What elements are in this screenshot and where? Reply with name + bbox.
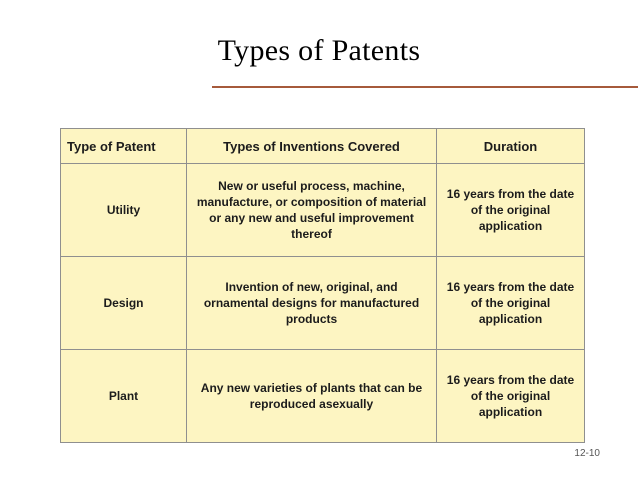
cell-patent-type: Design [60,256,187,350]
cell-patent-type: Utility [60,163,187,257]
cell-inventions-covered: Invention of new, original, and ornament… [186,256,437,350]
cell-duration: 16 years from the date of the original a… [436,163,585,257]
table-row-design: Design Invention of new, original, and o… [60,256,585,350]
cell-inventions-covered: New or useful process, machine, manufact… [186,163,437,257]
cell-duration: 16 years from the date of the original a… [436,349,585,443]
table-row-plant: Plant Any new varieties of plants that c… [60,349,585,443]
patent-types-table: Type of Patent Types of Inventions Cover… [60,128,585,443]
header-duration: Duration [436,128,585,164]
header-inventions-covered: Types of Inventions Covered [186,128,437,164]
page-number: 12-10 [574,448,600,459]
table-row-utility: Utility New or useful process, machine, … [60,163,585,257]
slide-title: Types of Patents [217,34,421,67]
cell-duration: 16 years from the date of the original a… [436,256,585,350]
title-divider [212,86,638,88]
cell-patent-type: Plant [60,349,187,443]
cell-inventions-covered: Any new varieties of plants that can be … [186,349,437,443]
header-type-of-patent: Type of Patent [60,128,187,164]
table-header-row: Type of Patent Types of Inventions Cover… [60,128,585,164]
